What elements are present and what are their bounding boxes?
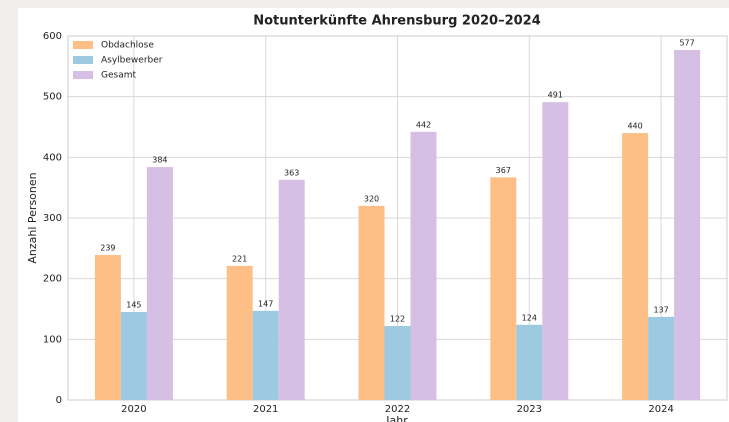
bar — [384, 325, 411, 400]
value-label: 221 — [232, 254, 247, 263]
bar — [410, 131, 437, 400]
bar — [146, 167, 173, 400]
value-label: 577 — [679, 38, 694, 47]
bar — [516, 324, 543, 400]
bar — [94, 255, 121, 400]
value-label: 367 — [496, 166, 511, 175]
legend-swatch — [73, 71, 93, 79]
value-label: 145 — [126, 301, 141, 310]
value-label: 442 — [416, 120, 431, 129]
legend-swatch — [73, 56, 93, 64]
value-label: 491 — [548, 91, 563, 100]
legend-swatch — [73, 41, 93, 49]
value-label: 239 — [100, 244, 115, 253]
y-tick-label: 0 — [56, 395, 62, 406]
bar — [278, 179, 305, 400]
value-label: 363 — [284, 168, 299, 177]
bar — [358, 205, 385, 400]
x-tick-label: 2022 — [385, 404, 410, 415]
bar — [226, 265, 253, 400]
y-tick-label: 300 — [43, 213, 62, 224]
chart-title: Notunterkünfte Ahrensburg 2020–2024 — [253, 14, 541, 29]
x-tick-label: 2023 — [517, 404, 542, 415]
value-label: 440 — [627, 122, 642, 131]
y-tick-label: 600 — [43, 31, 62, 42]
x-tick-label: 2024 — [648, 404, 673, 415]
value-label: 384 — [152, 156, 167, 165]
bar — [622, 133, 649, 401]
bar — [252, 310, 279, 400]
legend-label: Obdachlose — [101, 41, 154, 51]
legend-label: Gesamt — [101, 71, 136, 81]
bar — [120, 312, 147, 400]
value-label: 147 — [258, 299, 273, 308]
bar — [674, 49, 701, 400]
x-tick-label: 2020 — [121, 404, 146, 415]
bar — [542, 102, 569, 401]
legend-label: Asylbewerber — [101, 56, 163, 66]
y-tick-label: 200 — [43, 274, 62, 285]
y-tick-label: 100 — [43, 334, 62, 345]
x-axis-label: Jahr — [385, 414, 408, 422]
value-label: 320 — [364, 194, 379, 203]
x-tick-label: 2021 — [253, 404, 278, 415]
value-label: 124 — [522, 313, 537, 322]
bar — [490, 177, 517, 400]
y-tick-label: 400 — [43, 152, 62, 163]
y-tick-label: 500 — [43, 92, 62, 103]
value-label: 122 — [390, 314, 405, 323]
value-label: 137 — [653, 305, 668, 314]
bar — [648, 316, 675, 400]
y-axis-label: Anzahl Personen — [26, 172, 39, 263]
